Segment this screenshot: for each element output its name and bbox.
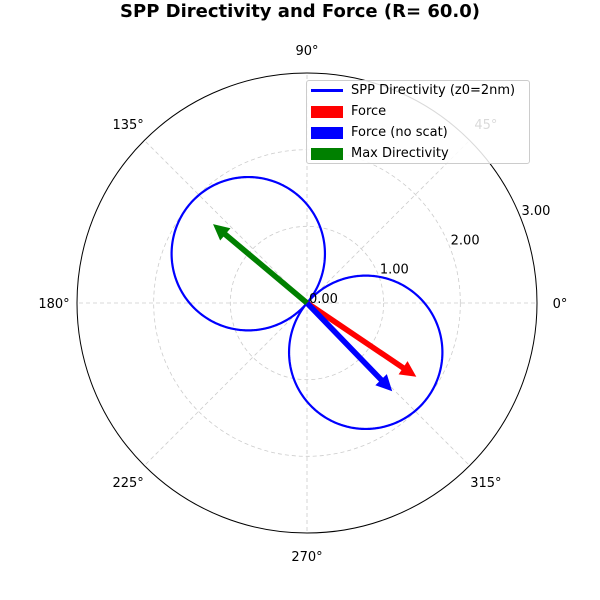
- theta-tick-label: 90°: [295, 44, 318, 59]
- legend-item-max-directivity: Max Directivity: [307, 144, 531, 164]
- theta-tick-label: 180°: [38, 297, 69, 312]
- force-no-scat-arrow: [304, 301, 393, 392]
- legend-swatch-max-directivity: [311, 148, 343, 160]
- legend-label-force-no-scat: Force (no scat): [351, 125, 448, 140]
- chart-title: SPP Directivity and Force (R= 60.0): [120, 1, 480, 22]
- force-arrow: [305, 300, 417, 377]
- angular-gridline: [306, 140, 470, 304]
- theta-tick-label: 225°: [112, 476, 143, 491]
- theta-tick-label: 315°: [470, 476, 501, 491]
- legend-item-directivity: SPP Directivity (z0=2nm): [307, 81, 531, 101]
- legend-swatch-force: [311, 106, 343, 118]
- radial-gridline: [229, 225, 385, 381]
- theta-tick-label: 135°: [112, 118, 143, 133]
- theta-tick-label: 270°: [291, 550, 322, 565]
- legend-swatch-directivity: [311, 89, 343, 92]
- directivity-curve: [170, 175, 444, 431]
- max-directivity-arrow: [213, 224, 309, 306]
- legend: SPP Directivity (z0=2nm) Force Force (no…: [306, 80, 530, 164]
- legend-swatch-force-no-scat: [311, 127, 343, 139]
- radial-tick-label: 3.00: [521, 204, 550, 219]
- legend-label-directivity: SPP Directivity (z0=2nm): [351, 83, 516, 98]
- radial-tick-label: 1.00: [380, 263, 409, 278]
- polar-frame: [76, 72, 538, 534]
- legend-label-max-directivity: Max Directivity: [351, 146, 449, 161]
- radial-tick-label: 2.00: [451, 233, 480, 248]
- legend-item-force-no-scat: Force (no scat): [307, 123, 531, 143]
- theta-tick-label: 0°: [553, 297, 568, 312]
- radial-tick-label: 0.00: [309, 292, 338, 307]
- legend-label-force: Force: [351, 104, 387, 119]
- legend-item-force: Force: [307, 102, 531, 122]
- angular-gridline: [144, 302, 308, 466]
- angular-gridline: [144, 140, 308, 304]
